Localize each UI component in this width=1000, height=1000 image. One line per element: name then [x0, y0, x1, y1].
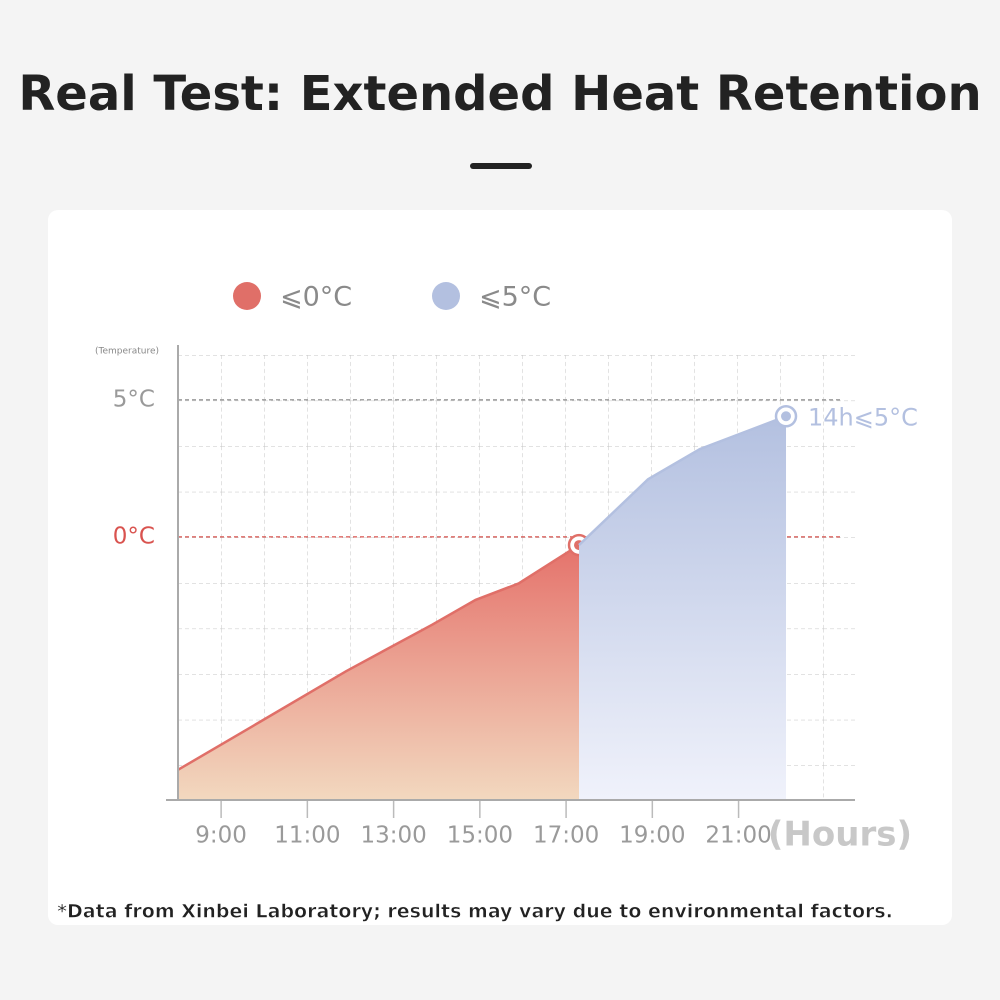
x-tick-label: 13:00 — [360, 823, 426, 849]
x-axis-label: (Hours) — [768, 815, 912, 855]
x-tick-label: 17:00 — [533, 823, 599, 849]
x-tick-label: 15:00 — [447, 823, 513, 849]
footnote: *Data from Xinbei Laboratory; results ma… — [57, 901, 893, 923]
x-tick-label: 9:00 — [195, 823, 247, 849]
area — [178, 545, 580, 800]
line — [578, 415, 787, 546]
y-tick-label: 5°C — [113, 386, 155, 412]
area — [579, 416, 787, 800]
x-tick-label: 21:00 — [705, 823, 771, 849]
title: Real Test: Extended Heat Retention — [18, 66, 981, 122]
legend-swatch — [233, 282, 261, 310]
x-tick-label: 19:00 — [619, 823, 685, 849]
line — [177, 544, 580, 771]
plot: 5°C 0°C 9:00 11:00 13:00 15:00 17:00 19:00 21:00… — [113, 282, 918, 849]
legend-label: ⩽5°C — [479, 282, 551, 313]
x-tick-label: 11:00 — [274, 823, 340, 849]
y-tick-label: 0°C — [113, 523, 155, 549]
title-underline — [470, 163, 532, 169]
y-axis-label: (Temperature) — [95, 347, 159, 357]
legend-swatch — [432, 282, 460, 310]
annotation: 14h⩽5°C — [808, 403, 918, 431]
legend-label: ⩽0°C — [280, 282, 352, 313]
end-marker-dot — [781, 411, 792, 422]
